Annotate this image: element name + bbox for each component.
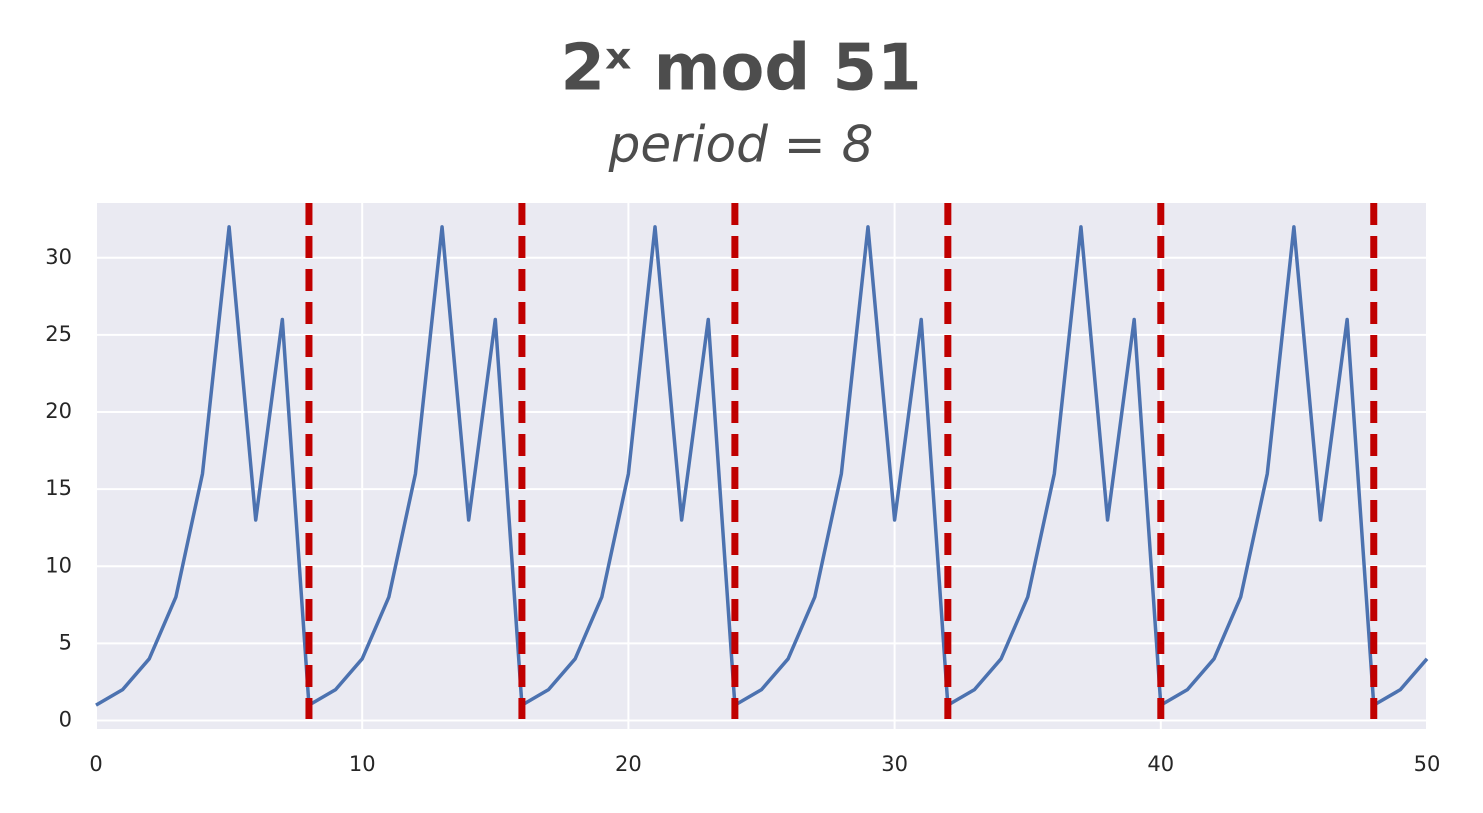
x-tick-label: 0 xyxy=(89,752,102,776)
chart-subtitle: period = 8 xyxy=(608,116,874,174)
x-tick-label: 50 xyxy=(1414,752,1441,776)
y-tick-label: 10 xyxy=(45,553,72,577)
y-tick-label: 30 xyxy=(45,245,72,269)
x-tick-label: 20 xyxy=(615,752,642,776)
chart-title: 2ˣ mod 51 xyxy=(560,32,921,106)
data-line xyxy=(95,225,1429,707)
x-tick-label: 30 xyxy=(881,752,908,776)
y-tick-label: 20 xyxy=(45,399,72,423)
y-tick-label: 25 xyxy=(45,322,72,346)
y-tick-label: 0 xyxy=(59,708,72,732)
x-tick-label: 40 xyxy=(1147,752,1174,776)
x-tick-label: 10 xyxy=(349,752,376,776)
plot-area xyxy=(96,203,1427,729)
y-tick-label: 15 xyxy=(45,476,72,500)
y-tick-label: 5 xyxy=(59,630,72,654)
